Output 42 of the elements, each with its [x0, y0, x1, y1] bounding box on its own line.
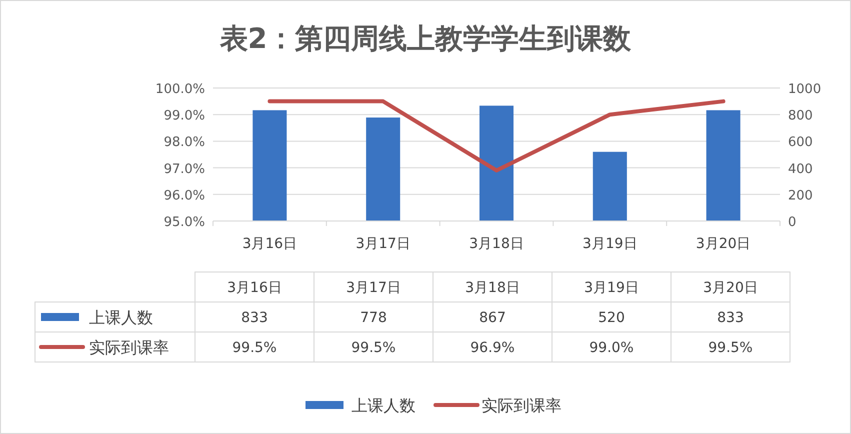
category-label: 3月19日	[584, 280, 639, 296]
data-label: 833	[241, 310, 268, 326]
text: 实际到课率	[482, 396, 562, 415]
data-label: 96.9%	[470, 340, 515, 356]
y-tick-label: 97.0%	[164, 162, 205, 177]
y-tick-label: 95.0%	[164, 215, 205, 230]
y-tick-label: 98.0%	[164, 135, 205, 150]
y-tick-label: 100.0%	[155, 82, 205, 97]
y2-tick-label: 400	[788, 162, 813, 177]
category-label: 3月16日	[227, 280, 282, 296]
y-tick-label: 99.0%	[164, 108, 205, 124]
y2-tick-label: 200	[788, 188, 813, 204]
bar	[479, 106, 514, 221]
data-label: 520	[598, 310, 625, 326]
chart-title: 表2：第四周线上教学学生到课数	[218, 22, 632, 55]
category-label: 3月18日	[465, 280, 520, 296]
bar	[252, 110, 287, 221]
y2-tick-label: 800	[788, 108, 813, 124]
y-tick-label: 96.0%	[164, 188, 205, 204]
data-label: 778	[360, 310, 387, 326]
y2-tick-label: 600	[788, 135, 813, 150]
data-label: 867	[479, 310, 506, 326]
bar	[592, 152, 627, 221]
legend-label: 上课人数	[89, 308, 153, 327]
y2-tick-label: 0	[788, 215, 796, 230]
data-label: 99.5%	[708, 340, 753, 356]
data-label: 99.5%	[351, 340, 396, 356]
x-tick-label: 3月16日	[242, 236, 298, 252]
data-label: 99.0%	[589, 340, 634, 356]
x-tick-label: 3月20日	[696, 236, 751, 252]
category-label: 3月17日	[346, 280, 401, 296]
bar	[366, 118, 400, 221]
data-label: 99.5%	[232, 340, 277, 356]
x-tick-label: 3月17日	[356, 236, 410, 252]
bar	[706, 110, 740, 221]
x-tick-label: 3月18日	[469, 236, 524, 252]
data-label: 833	[717, 310, 744, 326]
x-tick-label: 3月19日	[582, 236, 638, 252]
y2-tick-label: 1000	[788, 82, 822, 97]
text: 上课人数	[352, 396, 416, 415]
legend-label: 实际到课率	[89, 338, 169, 357]
category-label: 3月20日	[703, 280, 758, 296]
